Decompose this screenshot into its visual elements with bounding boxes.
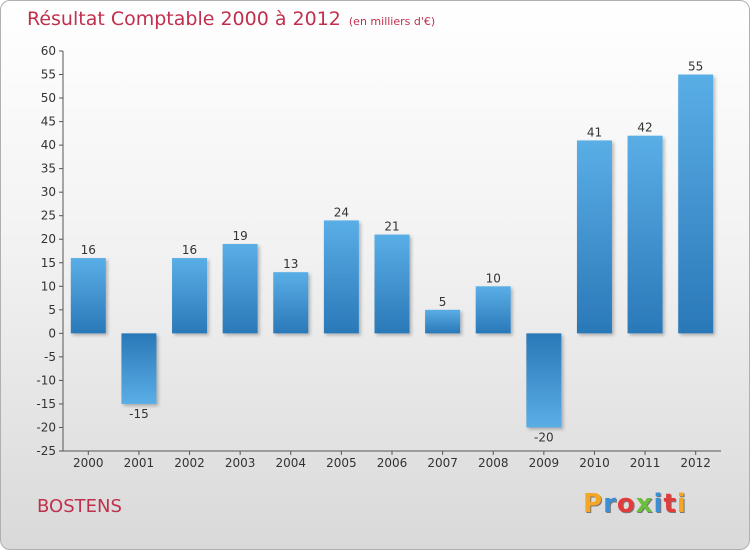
bar-2007	[425, 309, 461, 334]
data-label-2010: 41	[587, 125, 602, 139]
bar-2011	[627, 135, 663, 334]
bar-2003	[222, 243, 258, 334]
chart-unit: (en milliers d'€)	[348, 15, 436, 28]
data-label-2004: 13	[283, 257, 298, 271]
logo-letter: o	[616, 489, 636, 519]
chart-title: Résultat Comptable 2000 à 2012 (en millie…	[27, 8, 435, 30]
x-tick-label: 2012	[680, 456, 711, 470]
y-tick-label: 55	[41, 68, 56, 82]
chart-bars	[70, 74, 714, 428]
y-tick-label: -5	[44, 350, 56, 364]
data-label-2012: 55	[688, 60, 703, 74]
x-tick-label: 2006	[377, 456, 408, 470]
bar-2000	[70, 258, 106, 334]
data-label-2008: 10	[486, 271, 501, 285]
x-tick-label: 2003	[225, 456, 256, 470]
x-tick-label: 2008	[478, 456, 509, 470]
logo-letter: P	[583, 489, 604, 519]
bar-2004	[273, 272, 309, 334]
data-label-2003: 19	[233, 229, 248, 243]
data-label-2005: 24	[334, 205, 349, 219]
commune-name: BOSTENS	[37, 496, 122, 517]
chart-title-text: Résultat Comptable 2000 à 2012	[27, 8, 341, 30]
y-tick-label: 35	[41, 162, 56, 176]
x-tick-label: 2007	[427, 456, 458, 470]
logo-letter: i	[653, 489, 664, 519]
bar-2009	[526, 333, 562, 428]
y-tick-label: 20	[41, 232, 56, 246]
data-label-2002: 16	[182, 243, 197, 257]
y-tick-label: 0	[48, 326, 56, 340]
data-label-2001: -15	[129, 407, 149, 421]
x-tick-label: 2009	[529, 456, 560, 470]
data-label-2006: 21	[384, 220, 399, 234]
chart-data-labels: 16 -15 16 19 13 24 21 5 10 -20 41 42 55	[81, 60, 704, 445]
y-tick-label: -10	[36, 373, 56, 387]
y-tick-label: -20	[36, 420, 56, 434]
logo-letter: t	[663, 489, 677, 519]
bar-2001	[121, 333, 157, 404]
chart-axes: -25 -20 -15 -10 -5 0 5 10 15 20 25 30 35 40 45 50 55 60 20…	[36, 44, 721, 470]
bar-2008	[475, 286, 511, 334]
y-tick-label: -15	[36, 397, 56, 411]
y-tick-label: 50	[41, 91, 56, 105]
y-tick-label: 10	[41, 279, 56, 293]
y-tick-label: -25	[36, 444, 56, 458]
data-label-2011: 42	[637, 121, 652, 135]
data-label-2009: -20	[534, 430, 554, 444]
y-tick-label: 25	[41, 209, 56, 223]
y-tick-label: 30	[41, 185, 56, 199]
bar-2012	[678, 74, 714, 334]
x-tick-label: 2002	[174, 456, 205, 470]
bar-2002	[172, 258, 208, 334]
logo-letter: r	[603, 489, 617, 519]
data-label-2007: 5	[439, 295, 447, 309]
x-tick-label: 2010	[579, 456, 610, 470]
y-tick-label: 5	[48, 303, 56, 317]
x-tick-label: 2004	[275, 456, 306, 470]
y-tick-label: 45	[41, 115, 56, 129]
y-tick-label: 60	[41, 44, 56, 58]
x-tick-label: 2000	[73, 456, 104, 470]
x-tick-label: 2011	[630, 456, 661, 470]
bar-2010	[576, 140, 612, 334]
logo-letter: x	[635, 489, 654, 519]
x-tick-label: 2005	[326, 456, 357, 470]
y-tick-label: 40	[41, 138, 56, 152]
bar-2006	[374, 234, 410, 334]
x-tick-label: 2001	[124, 456, 155, 470]
logo-letter: i	[676, 489, 687, 519]
bar-2005	[323, 220, 359, 334]
data-label-2000: 16	[81, 243, 96, 257]
y-tick-label: 15	[41, 256, 56, 270]
proxiti-logo[interactable]: Proxiti	[583, 489, 687, 519]
